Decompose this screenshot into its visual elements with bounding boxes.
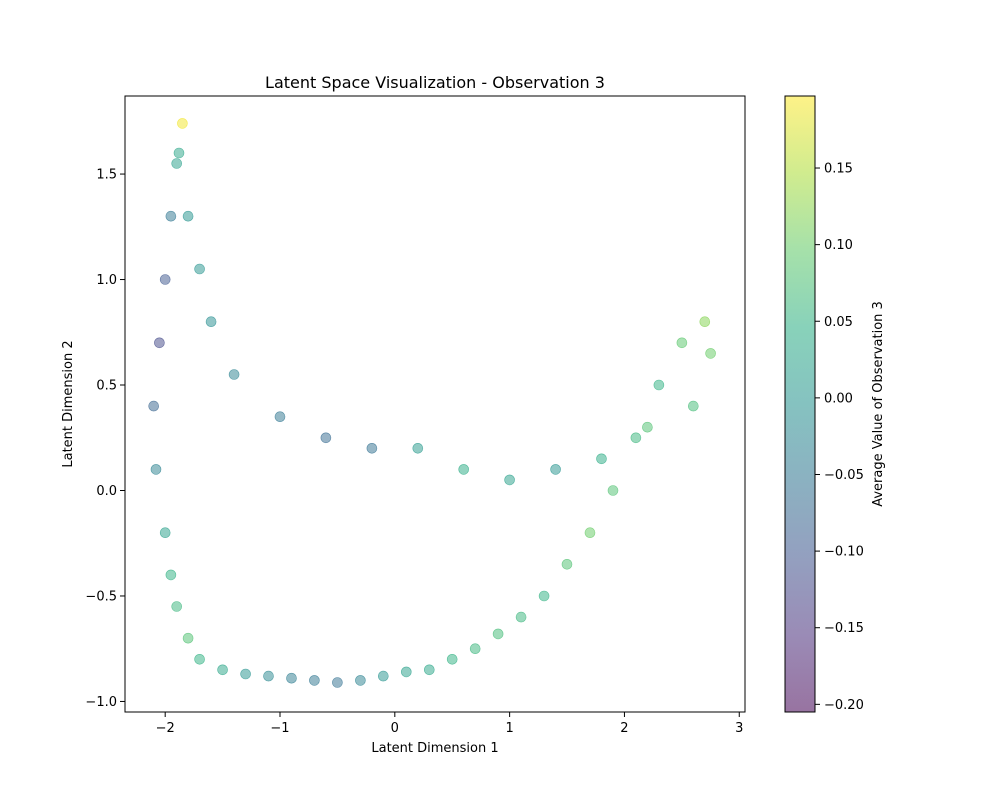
scatter-point: [228, 369, 240, 380]
y-tick-label: 0.5: [96, 379, 117, 394]
scatter-point: [653, 379, 665, 391]
scatter-point: [150, 464, 162, 475]
scatter-point: [286, 672, 297, 684]
scatter-point: [159, 527, 171, 539]
scatter-point: [194, 653, 205, 665]
colorbar-tick-label: −0.20: [824, 698, 864, 713]
colorbar-tick-label: 0.05: [824, 315, 853, 330]
scatter-point: [194, 263, 205, 275]
scatter-point: [320, 432, 332, 444]
scatter-point: [182, 632, 194, 644]
scatter-point: [469, 643, 481, 655]
scatter-point: [309, 675, 320, 686]
scatter-point: [173, 147, 185, 159]
colorbar-tick-label: 0.00: [824, 391, 853, 406]
y-tick-label: 1.5: [96, 168, 117, 183]
scatter-point: [423, 664, 435, 676]
scatter-point: [205, 316, 217, 328]
scatter-point: [515, 611, 527, 623]
scatter-point: [154, 337, 165, 349]
scatter-point: [400, 666, 412, 678]
y-axis: −1.0 −0.5 0.0 0.5 1.0 1.5: [85, 168, 125, 710]
colorbar-tick-label: 0.10: [824, 238, 853, 253]
x-axis-label: Latent Dimension 1: [371, 741, 498, 756]
x-tick-label: 3: [735, 721, 743, 736]
scatter-point: [458, 464, 470, 475]
scatter-point: [274, 411, 286, 423]
scatter-point: [355, 675, 366, 686]
scatter-point: [446, 653, 458, 665]
colorbar-tick-label: −0.10: [824, 545, 864, 560]
scatter-point: [676, 337, 688, 349]
scatter-point: [240, 668, 251, 680]
scatter-point: [561, 558, 573, 570]
scatter-point: [148, 400, 159, 412]
scatter-point: [171, 601, 182, 612]
scatter-point: [263, 670, 274, 682]
scatter-point: [332, 677, 343, 688]
scatter-point: [492, 628, 504, 640]
scatter-point: [596, 453, 607, 465]
x-tick-label: 0: [391, 721, 399, 736]
plot-frame: [124, 95, 746, 713]
scatter-point: [366, 442, 378, 454]
scatter-point: [165, 569, 177, 581]
scatter-point: [504, 474, 515, 486]
scatter-point: [412, 442, 424, 454]
y-tick-label: 0.0: [96, 484, 117, 499]
scatter-point: [171, 158, 182, 169]
colorbar: [784, 95, 816, 713]
scatter-point: [550, 464, 561, 475]
scatter-point: [607, 485, 619, 496]
colorbar-tick-label: 0.15: [824, 162, 853, 177]
colorbar-tick-label: −0.15: [824, 621, 864, 636]
scatter-point: [177, 118, 188, 129]
scatter-point: [159, 274, 171, 285]
x-tick-label: −2: [156, 721, 175, 736]
x-tick-label: 1: [505, 721, 513, 736]
y-tick-label: −1.0: [85, 695, 117, 710]
colorbar-tick-label: −0.05: [824, 468, 864, 483]
y-tick-label: 1.0: [96, 273, 117, 288]
y-tick-label: −0.5: [85, 589, 117, 604]
scatter-points: [148, 118, 716, 688]
scatter-point: [642, 421, 653, 433]
scatter-point: [217, 664, 228, 676]
x-tick-label: 2: [620, 721, 628, 736]
colorbar-label: Average Value of Observation 3: [871, 301, 886, 507]
scatter-point: [182, 210, 194, 222]
x-axis: −2 −1 0 1 2 3: [156, 712, 743, 736]
x-tick-label: −1: [270, 721, 289, 736]
colorbar-axis: −0.20 −0.15 −0.10 −0.05 0.00 0.05 0.10 0.15: [815, 162, 864, 713]
scatter-point: [630, 432, 642, 444]
chart-title: Latent Space Visualization - Observation…: [265, 73, 605, 92]
y-axis-label: Latent Dimension 2: [61, 340, 76, 467]
scatter-point: [699, 316, 711, 328]
scatter-point: [687, 400, 699, 412]
scatter-point: [705, 348, 716, 359]
scatter-point: [377, 670, 389, 682]
scatter-point: [538, 590, 550, 602]
scatter-point: [584, 527, 596, 539]
scatter-point: [165, 210, 177, 222]
